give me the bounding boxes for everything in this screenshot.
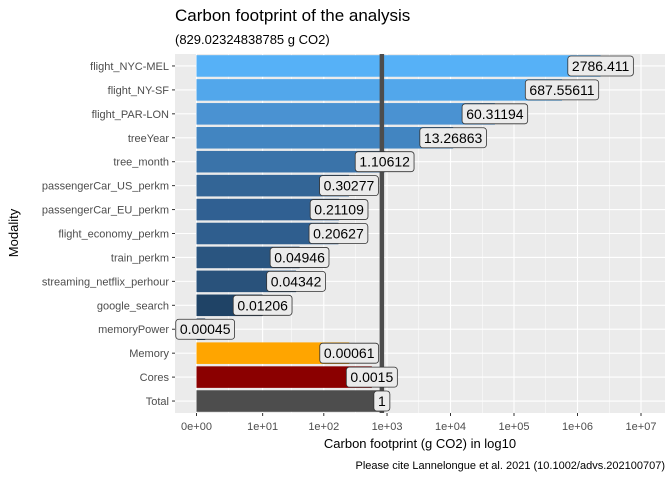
- data-label-box: [308, 223, 369, 244]
- y-tick-label: flight_economy_perkm: [58, 229, 169, 241]
- y-tick-label: memoryPower: [98, 324, 169, 336]
- data-label: 0.04342: [271, 273, 322, 289]
- chart-subtitle: (829.02324838785 g CO2): [175, 32, 330, 47]
- chart-caption: Please cite Lannelongue et al. 2021 (10.…: [356, 460, 665, 472]
- y-tick-label: Total: [146, 396, 169, 408]
- data-label-box: [345, 366, 398, 388]
- data-label-box: [567, 55, 634, 77]
- data-label: 0.00045: [180, 321, 231, 337]
- chart-title: Carbon footprint of the analysis: [175, 6, 410, 25]
- data-label-box: [373, 390, 391, 412]
- data-label-box: [175, 318, 235, 340]
- data-label: 60.31194: [466, 106, 524, 122]
- data-label-box: [524, 79, 600, 101]
- data-label: 0.01206: [237, 297, 288, 313]
- data-label-box: [319, 175, 379, 197]
- y-axis-title: Modality: [6, 208, 21, 257]
- bar: [196, 342, 350, 364]
- bar: [196, 366, 372, 388]
- bar: [196, 174, 349, 197]
- x-tick-label: 1e+02: [308, 421, 339, 433]
- x-axis-title: Carbon footprint (g CO2) in log10: [324, 436, 516, 451]
- x-tick-label: 1e+06: [562, 421, 593, 433]
- bar: [196, 55, 601, 77]
- bar: [196, 150, 385, 173]
- y-tick-label: passengerCar_EU_perkm: [42, 205, 169, 217]
- data-label: 0.21109: [314, 202, 364, 218]
- x-tick-label: 1e+03: [372, 421, 403, 433]
- bar: [196, 222, 339, 245]
- y-tick-label: passengerCar_US_perkm: [42, 181, 169, 193]
- bar: [196, 79, 562, 101]
- x-tick-label: 1e+04: [435, 421, 466, 433]
- y-tick-label: flight_PAR-LON: [92, 109, 169, 121]
- y-tick-label: tree_month: [113, 157, 169, 169]
- data-label-box: [232, 294, 293, 316]
- bar: [196, 390, 382, 412]
- data-label: 0.0015: [350, 369, 393, 385]
- data-label-box: [309, 199, 369, 220]
- y-tick-label: flight_NYC-MEL: [90, 61, 169, 73]
- y-tick-label: Cores: [140, 372, 170, 384]
- y-tick-label: train_perkm: [111, 252, 169, 264]
- y-tick-label: streaming_netflix_perhour: [42, 276, 170, 288]
- data-label-box: [266, 270, 326, 292]
- data-label: 1.10612: [359, 154, 410, 170]
- y-tick-label: Memory: [129, 348, 169, 360]
- y-tick-label: google_search: [97, 300, 169, 312]
- x-tick-label: 1e+01: [247, 421, 278, 433]
- data-label: 0.00061: [324, 345, 375, 361]
- bar: [196, 103, 495, 125]
- y-tick-label: flight_NY-SF: [108, 85, 170, 97]
- data-label: 2786.411: [572, 58, 630, 74]
- data-label: 0.30277: [324, 178, 375, 194]
- data-label-box: [354, 151, 415, 173]
- y-axis-ticks: flight_NYC-MEL flight_NY-SF flight_PAR-LON…: [42, 61, 175, 408]
- data-label-box: [269, 247, 330, 268]
- data-label-box: [461, 103, 529, 125]
- bar: [196, 126, 454, 149]
- x-tick-label: 1e+05: [499, 421, 530, 433]
- data-label: 0.04946: [274, 249, 325, 265]
- data-labels-group: 2786.411 687.55611 60.31194 13.26863 1.10612…: [175, 55, 634, 412]
- data-label-box: [319, 342, 380, 364]
- data-label: 687.55611: [529, 82, 594, 98]
- x-tick-label: 0e+00: [181, 421, 212, 433]
- data-label-box: [419, 127, 487, 149]
- x-tick-label: 1e+07: [626, 421, 657, 433]
- y-tick-label: treeYear: [128, 133, 170, 145]
- data-label: 1: [378, 393, 386, 409]
- data-label: 13.26863: [424, 130, 483, 146]
- x-axis-ticks: 0e+00 1e+01 1e+02 1e+03 1e+04 1e+05 1e+06 1e+07: [181, 413, 656, 433]
- data-label: 0.20627: [313, 226, 364, 242]
- bar: [196, 198, 340, 221]
